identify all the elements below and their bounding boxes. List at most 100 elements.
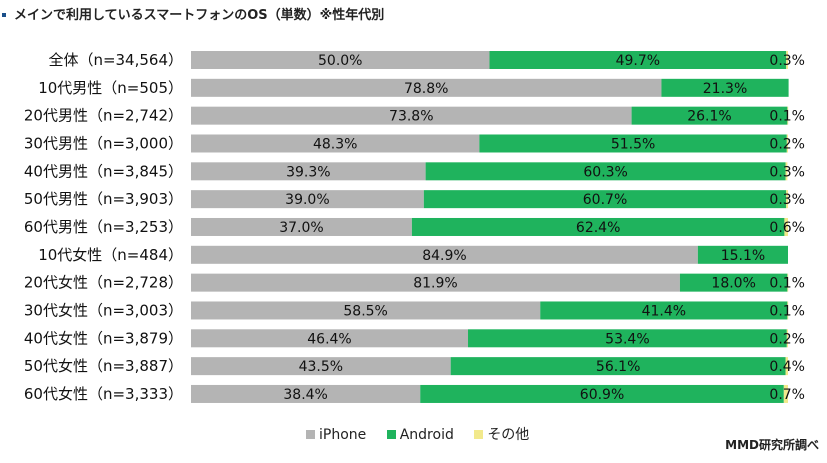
bar-segment-android bbox=[420, 384, 784, 403]
data-label-other: 0.6% bbox=[769, 220, 805, 236]
bar-segment-iphone bbox=[191, 106, 632, 125]
data-label-android: 18.0% bbox=[711, 276, 755, 292]
legend-swatch-other bbox=[474, 430, 484, 439]
category-label: 50代女性（n=3,887） bbox=[24, 357, 183, 375]
bar-segment-other bbox=[784, 217, 788, 236]
bar-segment-other bbox=[786, 51, 788, 69]
data-label-android: 60.3% bbox=[583, 164, 627, 180]
bar-segment-android bbox=[468, 329, 787, 348]
data-label-other: 0.3% bbox=[769, 53, 805, 69]
bar-segment-other bbox=[786, 190, 788, 209]
bar-segment-android bbox=[661, 78, 789, 97]
bar-segment-other bbox=[785, 162, 788, 181]
data-label-iphone: 73.8% bbox=[389, 109, 433, 125]
data-label-android: 15.1% bbox=[721, 248, 765, 264]
data-label-android: 21.3% bbox=[703, 81, 747, 97]
bar-segment-other bbox=[783, 384, 788, 403]
data-label-android: 51.5% bbox=[611, 136, 655, 152]
stacked-bar-chart: 全体（n=34,564） 50.0% 49.7% 0.3% 10代男性（n=505） 78… bbox=[24, 51, 805, 403]
legend-item-iphone: iPhone bbox=[306, 427, 366, 443]
data-label-iphone: 43.5% bbox=[299, 359, 343, 375]
category-label: 20代男性（n=2,742） bbox=[24, 107, 183, 125]
bar-segment-iphone bbox=[191, 357, 451, 376]
data-label-iphone: 39.0% bbox=[285, 192, 329, 208]
data-label-iphone: 58.5% bbox=[343, 303, 387, 319]
data-label-iphone: 46.4% bbox=[307, 331, 351, 347]
bar-segment-android bbox=[423, 190, 787, 209]
category-label: 10代男性（n=505） bbox=[38, 79, 183, 97]
bar-segment-android bbox=[679, 273, 788, 292]
bar-segment-android bbox=[479, 134, 787, 153]
legend-swatch-android bbox=[386, 430, 396, 439]
category-label: 50代男性（n=3,903） bbox=[24, 190, 183, 208]
data-label-other: 0.1% bbox=[769, 276, 805, 292]
legend-label-iphone: iPhone bbox=[319, 427, 367, 443]
chart-title-text: メインで利用しているスマートフォンのOS（単数）※性年代別 bbox=[14, 8, 385, 23]
data-label-android: 41.4% bbox=[642, 303, 686, 319]
data-label-iphone: 81.9% bbox=[413, 276, 457, 292]
bar-segment-android bbox=[450, 357, 786, 376]
bar-segment-iphone bbox=[191, 134, 480, 153]
legend-item-other: その他 bbox=[474, 424, 529, 444]
category-label: 20代女性（n=2,728） bbox=[24, 274, 183, 292]
bar-segment-iphone bbox=[191, 301, 541, 320]
data-label-other: 0.2% bbox=[769, 331, 805, 347]
bar-segment-android bbox=[540, 301, 788, 320]
data-label-iphone: 39.3% bbox=[286, 164, 330, 180]
data-label-other: 0.1% bbox=[769, 303, 805, 319]
legend-swatch-iphone bbox=[306, 430, 315, 439]
data-label-android: 26.1% bbox=[687, 109, 731, 125]
data-label-other: 0.3% bbox=[769, 164, 805, 180]
data-label-iphone: 84.9% bbox=[422, 248, 466, 264]
bar-segment-iphone bbox=[191, 217, 412, 236]
data-label-android: 62.4% bbox=[576, 220, 620, 236]
bar-segment-other bbox=[787, 273, 789, 292]
data-label-other: 0.1% bbox=[769, 109, 805, 125]
data-label-android: 56.1% bbox=[596, 359, 640, 375]
legend: iPhone Android その他 bbox=[306, 424, 545, 444]
chart-title: メインで利用しているスマートフォンのOS（単数）※性年代別 bbox=[0, 4, 384, 23]
data-label-android: 53.4% bbox=[605, 331, 649, 347]
bar-segment-iphone bbox=[191, 329, 469, 348]
bar-segment-other bbox=[785, 357, 788, 376]
data-label-iphone: 50.0% bbox=[318, 53, 362, 69]
category-label: 40代男性（n=3,845） bbox=[24, 162, 183, 180]
bar-segment-iphone bbox=[191, 78, 662, 97]
bar-segment-iphone bbox=[191, 273, 680, 292]
bar-segment-other bbox=[786, 329, 788, 348]
bar-segment-other bbox=[786, 134, 788, 153]
category-label: 60代男性（n=3,253） bbox=[24, 218, 183, 236]
bar-segment-android bbox=[631, 106, 788, 125]
data-label-android: 60.7% bbox=[583, 192, 627, 208]
bar-segment-iphone bbox=[191, 384, 421, 403]
source-credit: MMD研究所調べ bbox=[725, 438, 819, 452]
data-label-android: 49.7% bbox=[616, 53, 660, 69]
bar-segment-iphone bbox=[191, 51, 490, 69]
bar-segment-android bbox=[697, 245, 788, 264]
data-label-other: 0.3% bbox=[769, 192, 805, 208]
bar-segment-android bbox=[425, 162, 786, 181]
bar-segment-other bbox=[787, 106, 789, 125]
bar-segment-iphone bbox=[191, 245, 698, 264]
category-label: 40代女性（n=3,879） bbox=[24, 329, 183, 347]
data-label-iphone: 48.3% bbox=[313, 136, 357, 152]
category-label: 全体（n=34,564） bbox=[48, 51, 183, 69]
bar-segment-android bbox=[489, 51, 787, 69]
bar-segment-iphone bbox=[191, 190, 424, 209]
bar-segment-android bbox=[411, 217, 785, 236]
data-label-iphone: 37.0% bbox=[279, 220, 323, 236]
category-label: 10代女性（n=484） bbox=[38, 246, 183, 264]
category-label: 30代男性（n=3,000） bbox=[24, 134, 183, 152]
bar-segment-other bbox=[787, 301, 789, 320]
bar-segment-iphone bbox=[191, 162, 426, 181]
data-label-other: 0.4% bbox=[769, 359, 805, 375]
legend-label-other: その他 bbox=[487, 427, 530, 443]
legend-item-android: Android bbox=[386, 427, 454, 443]
legend-label-android: Android bbox=[399, 427, 454, 443]
data-label-iphone: 38.4% bbox=[283, 387, 327, 403]
category-label: 30代女性（n=3,003） bbox=[24, 301, 183, 319]
data-label-other: 0.2% bbox=[769, 136, 805, 152]
category-label: 60代女性（n=3,333） bbox=[24, 385, 183, 403]
title-bullet-icon bbox=[2, 12, 6, 17]
data-label-android: 60.9% bbox=[580, 387, 624, 403]
